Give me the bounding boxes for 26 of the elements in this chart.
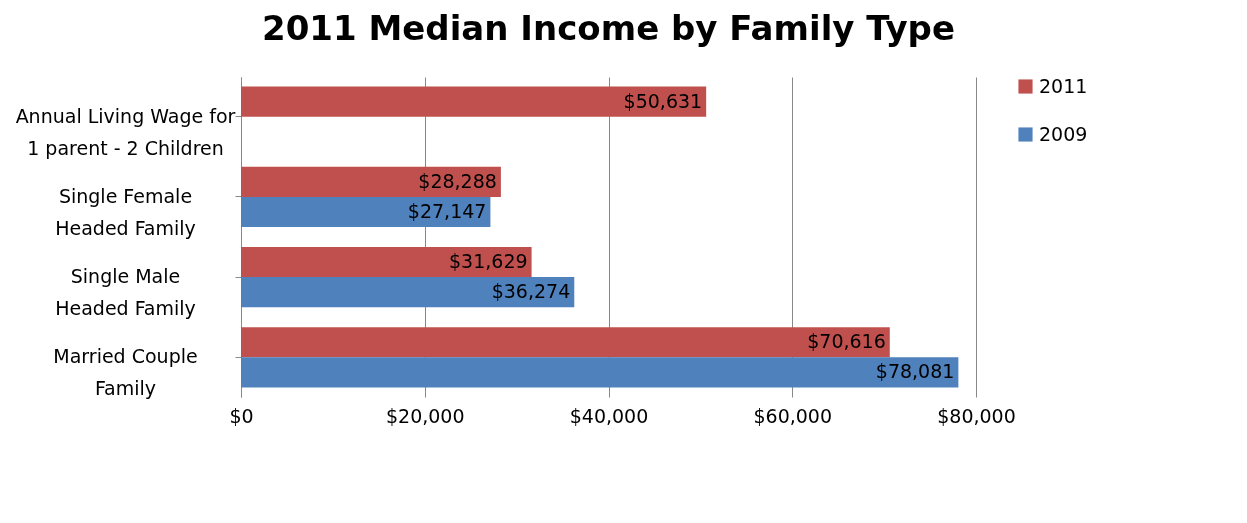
y-tick-label: Annual Living Wage for 1 parent - 2 Children bbox=[15, 104, 236, 159]
x-tick-label: $40,000 bbox=[569, 404, 649, 427]
data-label: $36,274 bbox=[491, 280, 571, 303]
bar bbox=[241, 277, 575, 308]
data-label: $28,288 bbox=[418, 169, 497, 192]
legend-label: 2009 bbox=[1039, 122, 1088, 145]
chart-title: 2011 Median Income by Family Type bbox=[262, 8, 955, 48]
bar bbox=[241, 247, 532, 278]
data-label: $27,147 bbox=[407, 199, 487, 222]
x-tick-label: $60,000 bbox=[753, 404, 833, 427]
data-label: $50,631 bbox=[623, 89, 703, 112]
data-label: $31,629 bbox=[449, 250, 528, 273]
bar bbox=[241, 357, 959, 388]
bar bbox=[241, 196, 491, 227]
x-tick-label: $0 bbox=[229, 404, 254, 427]
y-tick-label: Single Female Headed Family bbox=[55, 184, 196, 239]
data-label: $78,081 bbox=[875, 360, 955, 383]
data-label: $70,616 bbox=[807, 330, 886, 353]
legend-label: 2011 bbox=[1039, 74, 1088, 97]
bar bbox=[241, 327, 890, 358]
bar bbox=[241, 86, 707, 117]
bar bbox=[241, 166, 501, 197]
y-tick-label: Single Male Headed Family bbox=[55, 265, 196, 320]
y-tick-label: Married Couple Family bbox=[53, 345, 198, 400]
x-tick-label: $20,000 bbox=[385, 404, 465, 427]
x-tick-label: $80,000 bbox=[937, 404, 1016, 427]
